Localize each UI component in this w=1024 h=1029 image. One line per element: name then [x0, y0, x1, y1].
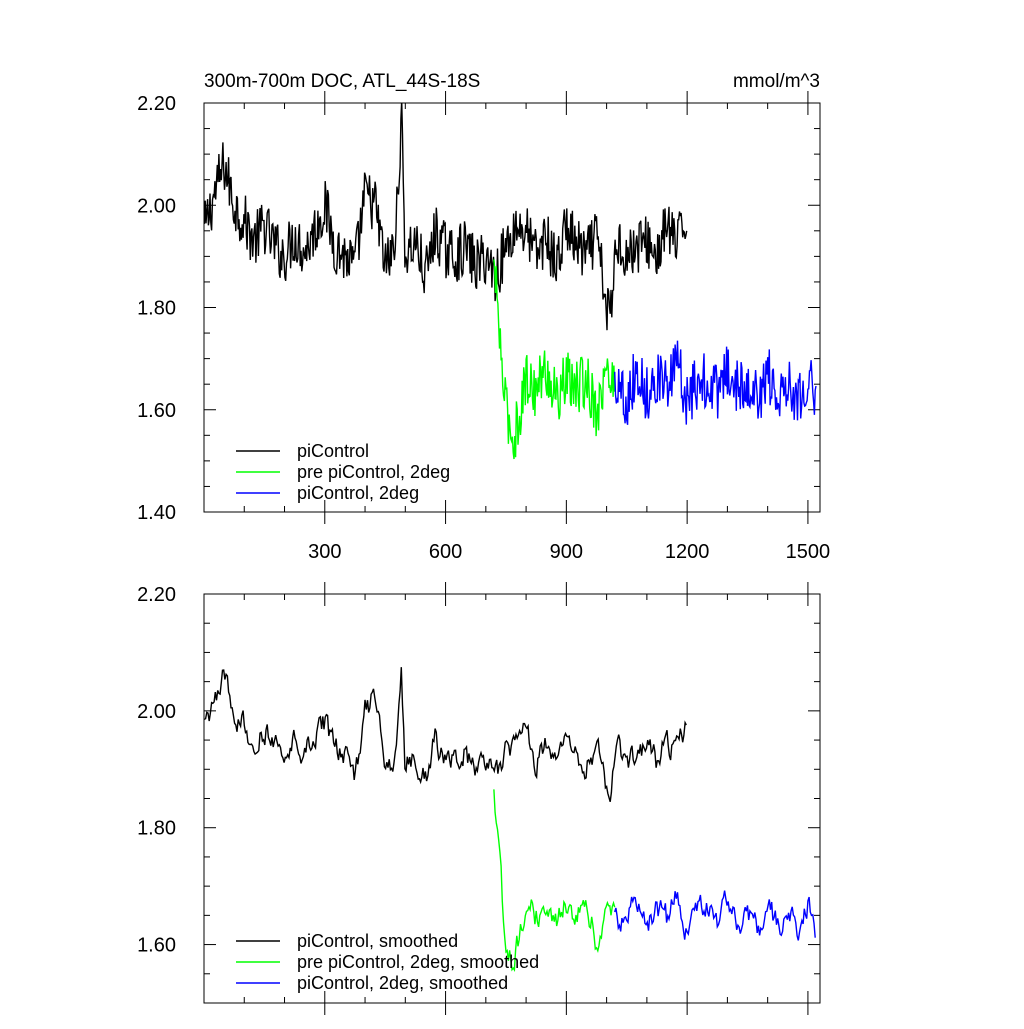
legend-label: pre piControl, 2deg, smoothed — [297, 952, 539, 972]
chart-title: 300m-700m DOC, ATL_44S-18S — [204, 71, 480, 92]
y-tick-label: 2.00 — [137, 195, 176, 217]
series-line-1 — [493, 259, 616, 460]
y-tick-label: 2.00 — [137, 701, 176, 723]
x-tick-label: 600 — [429, 541, 462, 563]
legend-label: piControl, 2deg — [297, 483, 419, 503]
y-tick-label: 1.80 — [137, 818, 176, 840]
chart-units: mmol/m^3 — [733, 71, 820, 92]
legend-label: pre piControl, 2deg — [297, 462, 450, 482]
y-tick-label: 2.20 — [137, 93, 176, 115]
series-line-1 — [493, 789, 616, 973]
legend-label: piControl, smoothed — [297, 931, 458, 951]
series-line-0 — [204, 667, 687, 802]
x-tick-label: 1200 — [665, 541, 710, 563]
y-tick-label: 1.60 — [137, 935, 176, 957]
top-panel: 300m-700m DOC, ATL_44S-18S mmol/m^3 1.40… — [137, 71, 830, 563]
series-line-2 — [614, 340, 817, 425]
y-tick-label: 2.20 — [137, 584, 176, 606]
series-line-2 — [614, 890, 816, 941]
legend-label: piControl, 2deg, smoothed — [297, 973, 508, 993]
x-tick-label: 900 — [550, 541, 583, 563]
legend-label: piControl — [297, 441, 369, 461]
series-line-0 — [204, 103, 688, 331]
y-tick-label: 1.40 — [137, 502, 176, 524]
x-tick-label: 300 — [308, 541, 341, 563]
x-tick-label: 1500 — [786, 541, 831, 563]
y-tick-label: 1.60 — [137, 400, 176, 422]
y-tick-label: 1.80 — [137, 298, 176, 320]
